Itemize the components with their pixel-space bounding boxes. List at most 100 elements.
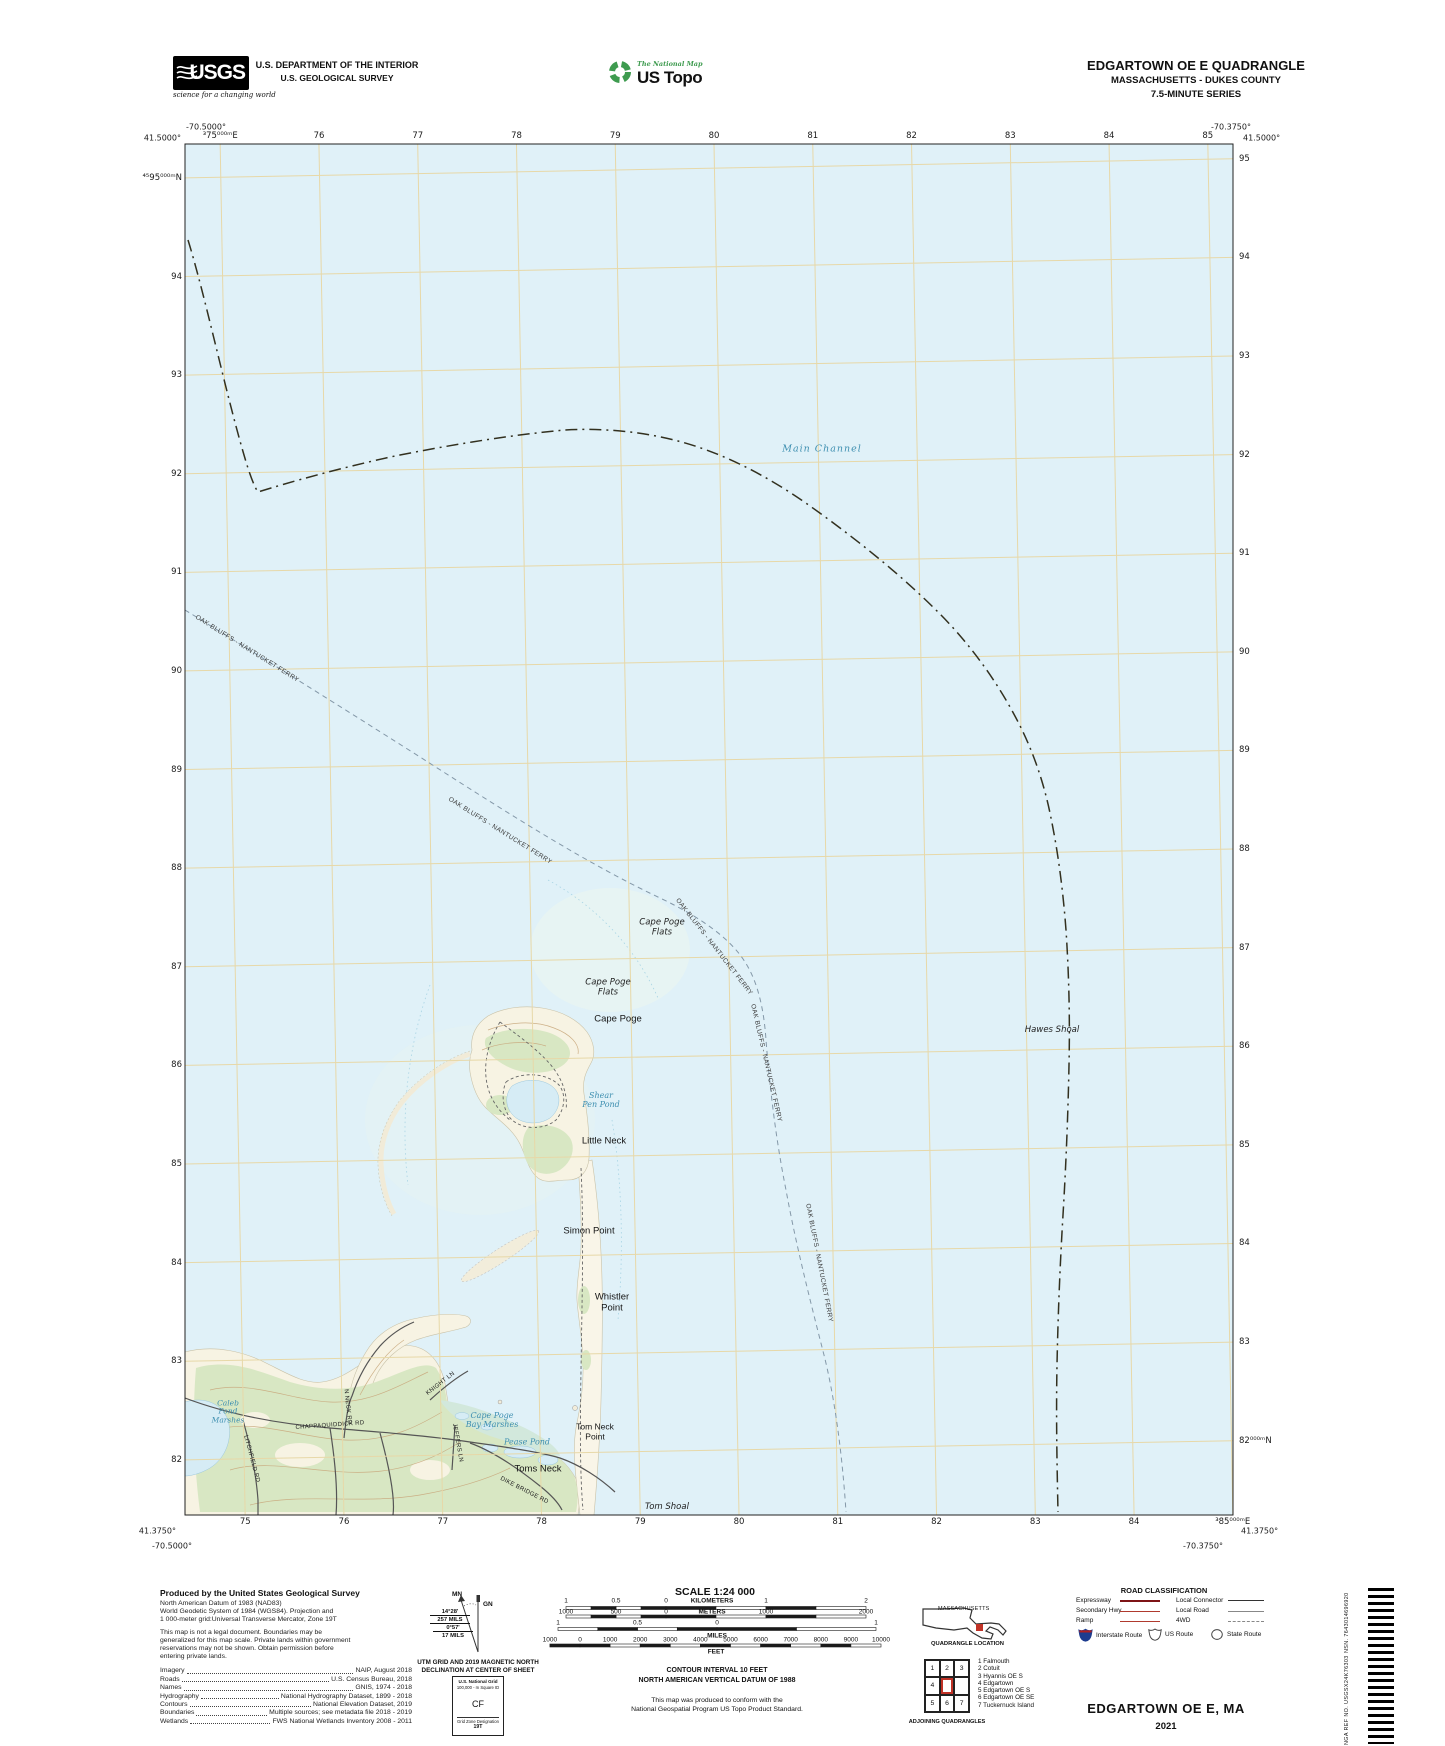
usgs-wave-icon <box>176 65 198 80</box>
sheet-title: EDGARTOWN OE E, MA <box>1087 1701 1245 1716</box>
adjoining-cell: 6 <box>939 1694 955 1712</box>
map-neatline <box>184 143 1234 1516</box>
magnetic-north-label: MN <box>452 1591 463 1598</box>
west-spit-edge <box>377 1050 471 1217</box>
agency-block: U.S. DEPARTMENT OF THE INTERIOR U.S. GEO… <box>252 60 422 83</box>
boundary-line <box>187 239 1071 1513</box>
expressway-line <box>1120 1600 1160 1602</box>
legal-lines: This map is not a legal document. Bounda… <box>160 1628 351 1661</box>
ferry-route <box>185 609 847 1513</box>
road-classification-title: ROAD CLASSIFICATION <box>1120 1586 1208 1595</box>
mn-mils: 257 MILS <box>430 1617 470 1624</box>
massachusetts-outline <box>922 1607 1007 1640</box>
quad-title-block: EDGARTOWN OE E QUADRANGLE MASSACHUSETTS … <box>1046 58 1346 100</box>
gn-mils: 17 MILS <box>442 1633 464 1639</box>
adjoining-cell: 1 <box>925 1660 940 1678</box>
usgs-logo-text: USGS <box>189 61 246 84</box>
adjoining-list-item: 5 Edgartown OE S <box>978 1687 1031 1695</box>
islet <box>497 1399 503 1405</box>
quad-name: EDGARTOWN OE E QUADRANGLE <box>1087 58 1305 73</box>
credit-row: Hydrography National Hydrography Dataset,… <box>160 1692 412 1700</box>
legend-secondary: Secondary Hwy <box>1076 1607 1122 1614</box>
standard-line1: This map was produced to conform with th… <box>651 1697 783 1704</box>
credits-list: Imagery NAIP, August 2018 Roads U.S. Census… <box>160 1667 412 1726</box>
adjoining-cell: 3 <box>954 1660 969 1678</box>
usgs-tagline: science for a changing world <box>173 91 276 99</box>
local-connector-line <box>1228 1600 1264 1601</box>
barcode <box>1368 1588 1394 1744</box>
usng-square-id-label: 100,000 - m Square ID <box>456 1685 500 1690</box>
nga-ref: NGA REF NO. USGSX24K76303 <box>1344 1655 1350 1745</box>
west-spit <box>378 1051 471 1216</box>
interstate-route-legend: Interstate Route <box>1078 1628 1142 1642</box>
trails <box>485 1021 584 1511</box>
bay-marsh <box>440 1400 560 1456</box>
usng-zone: 19T <box>473 1724 483 1730</box>
ustopo-logo: The National Map US Topo <box>608 60 703 88</box>
grid-north-label: GN <box>483 1601 493 1608</box>
state-route-circle-icon <box>1211 1629 1223 1640</box>
vertical-datum: NORTH AMERICAN VERTICAL DATUM OF 1988 <box>638 1677 796 1684</box>
adjoining-caption: ADJOINING QUADRANGLES <box>908 1719 986 1725</box>
adjoining-cell <box>939 1677 955 1695</box>
roads <box>185 1321 616 1515</box>
legend-local-road: Local Road <box>1176 1607 1209 1614</box>
adjoining-cell: 2 <box>939 1660 955 1678</box>
scale-bars <box>549 1606 882 1648</box>
local-road-line <box>1228 1611 1264 1612</box>
adjoining-cell: 4 <box>925 1677 940 1695</box>
quad-series: 7.5-MINUTE SERIES <box>1150 89 1242 100</box>
bay-sandbar <box>460 1230 540 1282</box>
barrier-beach <box>574 1159 603 1515</box>
nsn-number: NSN. 7643014696920 <box>1344 1592 1350 1654</box>
gn-degrees: 0°57' <box>433 1625 473 1632</box>
ocean-water <box>185 144 1233 1515</box>
legend-4wd: 4WD <box>1176 1617 1191 1624</box>
vegetation <box>193 1028 591 1512</box>
islet <box>572 1405 578 1411</box>
adjoining-list-item: 3 Hyannis OE S <box>978 1672 1023 1680</box>
adjoining-cell: 5 <box>925 1694 940 1712</box>
adjoining-list-item: 7 Tuckernuck Island <box>978 1701 1035 1709</box>
datum-lines: North American Datum of 1983 (NAD83) Worl… <box>160 1600 337 1624</box>
credit-row: Imagery NAIP, August 2018 <box>160 1667 412 1675</box>
credit-row: Roads U.S. Census Bureau, 2018 <box>160 1675 412 1683</box>
sheet-year: 2021 <box>1155 1721 1177 1732</box>
usng-title: U.S. National Grid <box>458 1679 498 1684</box>
adjoining-cell: 7 <box>954 1694 969 1712</box>
adjoining-list-item: 2 Cotuit <box>978 1665 1000 1673</box>
us-route-shield-icon <box>1148 1628 1162 1641</box>
legend-ramp: Ramp <box>1076 1617 1094 1624</box>
interstate-shield-icon <box>1078 1628 1093 1642</box>
agency-line1: U.S. DEPARTMENT OF THE INTERIOR <box>255 60 419 70</box>
contour-interval: CONTOUR INTERVAL 10 FEET <box>666 1667 768 1674</box>
produced-by-title: Produced by the United States Geological… <box>160 1588 360 1598</box>
us-topo-icon <box>609 61 631 83</box>
ramp-line <box>1120 1621 1160 1622</box>
ustopo-label: US Topo <box>637 68 703 87</box>
mn-degrees: 14°28' <box>430 1609 470 1616</box>
adjoining-list-item: 4 Edgartown <box>978 1679 1014 1687</box>
declination-diagram <box>458 1595 480 1653</box>
usng-square-id: CF <box>472 1699 484 1709</box>
scale-title: SCALE 1:24 000 <box>675 1586 755 1598</box>
fourwd-line <box>1228 1621 1264 1622</box>
agency-line2: U.S. GEOLOGICAL SURVEY <box>280 73 394 83</box>
secondary-line <box>1120 1611 1160 1612</box>
credit-row: Names GNIS, 1974 - 2018 <box>160 1684 412 1692</box>
quad-county: MASSACHUSETTS - DUKES COUNTY <box>1111 75 1281 86</box>
legend-expressway: Expressway <box>1076 1597 1112 1604</box>
bathymetry-lines <box>404 879 659 1321</box>
legend-local-connector: Local Connector <box>1176 1597 1224 1604</box>
produced-by-block: Produced by the United States Geological… <box>160 1588 412 1726</box>
usng-box: U.S. National Grid 100,000 - m Square ID… <box>452 1676 504 1736</box>
nsn-block: NGA REF NO. USGSX24K76303 NSN. 764301469… <box>1344 1588 1350 1745</box>
state-route-legend: State Route <box>1210 1628 1261 1641</box>
adjoining-cell <box>954 1677 969 1695</box>
us-route-legend: US Route <box>1148 1628 1193 1641</box>
quadrangle-location-caption: QUADRANGLE LOCATION <box>931 1641 1004 1647</box>
utm-grid <box>185 144 1233 1515</box>
national-map-label: The National Map <box>637 60 703 68</box>
quad-location-marker <box>976 1624 983 1631</box>
